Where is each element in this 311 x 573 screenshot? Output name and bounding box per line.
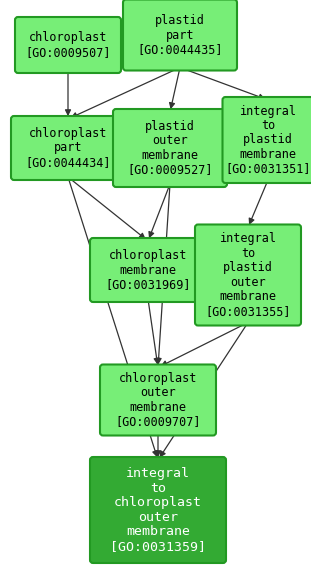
Text: chloroplast
part
[GO:0044434]: chloroplast part [GO:0044434] xyxy=(25,127,111,169)
FancyBboxPatch shape xyxy=(90,457,226,563)
FancyBboxPatch shape xyxy=(100,364,216,435)
FancyBboxPatch shape xyxy=(11,116,125,180)
Text: integral
to
chloroplast
outer
membrane
[GO:0031359]: integral to chloroplast outer membrane [… xyxy=(110,467,206,553)
Text: plastid
part
[GO:0044435]: plastid part [GO:0044435] xyxy=(137,14,223,56)
Text: chloroplast
[GO:0009507]: chloroplast [GO:0009507] xyxy=(25,32,111,59)
FancyBboxPatch shape xyxy=(195,225,301,325)
Text: integral
to
plastid
membrane
[GO:0031351]: integral to plastid membrane [GO:0031351… xyxy=(225,104,311,175)
FancyBboxPatch shape xyxy=(113,109,227,187)
Text: chloroplast
membrane
[GO:0031969]: chloroplast membrane [GO:0031969] xyxy=(105,249,191,291)
FancyBboxPatch shape xyxy=(15,17,121,73)
Text: integral
to
plastid
outer
membrane
[GO:0031355]: integral to plastid outer membrane [GO:0… xyxy=(205,232,291,318)
Text: plastid
outer
membrane
[GO:0009527]: plastid outer membrane [GO:0009527] xyxy=(127,120,213,176)
Text: chloroplast
outer
membrane
[GO:0009707]: chloroplast outer membrane [GO:0009707] xyxy=(115,372,201,428)
FancyBboxPatch shape xyxy=(123,0,237,70)
FancyBboxPatch shape xyxy=(90,238,206,302)
FancyBboxPatch shape xyxy=(222,97,311,183)
